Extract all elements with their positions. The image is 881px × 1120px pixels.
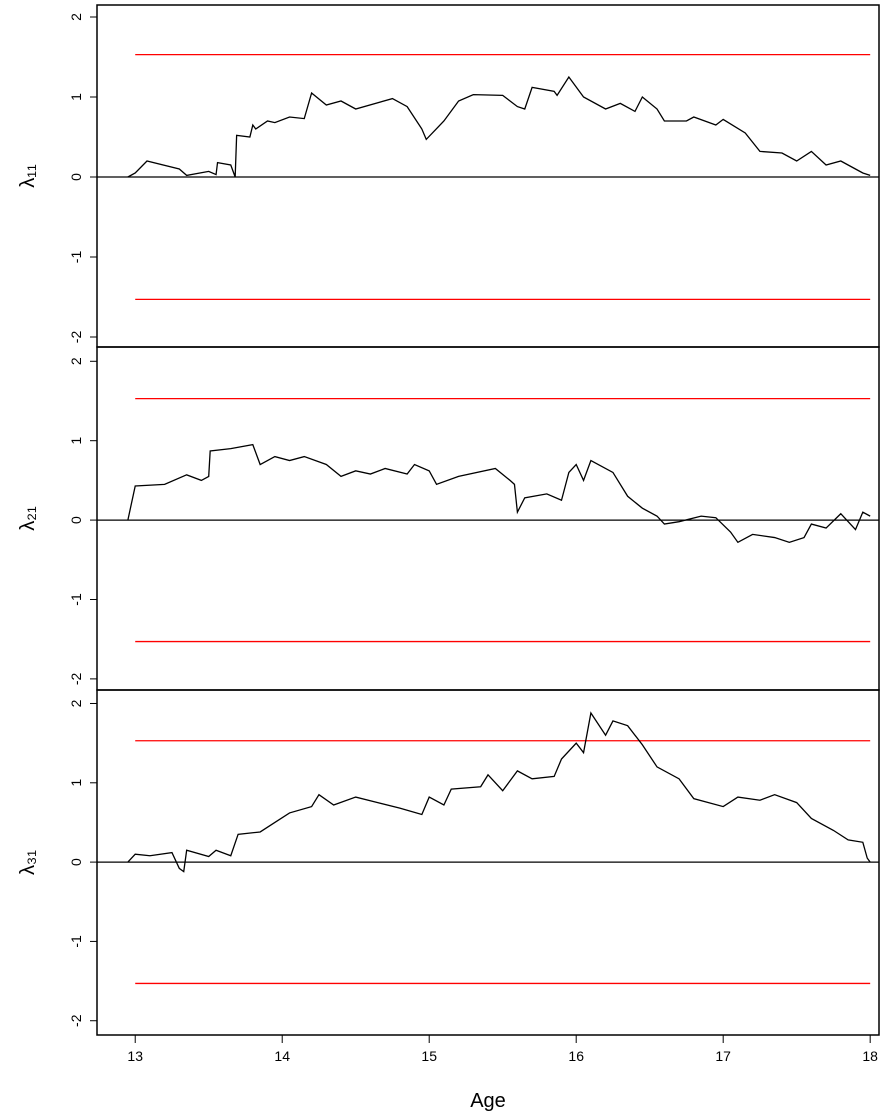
data-line [127, 75, 871, 178]
y-tick-label: 1 [68, 93, 84, 101]
panel-frame [96, 4, 880, 348]
y-tick-label: -2 [68, 1014, 84, 1027]
y-tick-label: 2 [68, 699, 84, 707]
x-tick-label: 13 [127, 1048, 143, 1064]
y-tick-label: 2 [68, 13, 84, 21]
y-tick-label: 0 [68, 516, 84, 524]
y-tick-label: 1 [68, 779, 84, 787]
y-tick-label: -1 [68, 935, 84, 948]
x-tick-label: 17 [715, 1048, 731, 1064]
y-tick-label: -1 [68, 251, 84, 264]
y-axis-label: λ₁₁ [17, 164, 39, 188]
y-tick-label: 0 [68, 858, 84, 866]
x-tick-label: 18 [862, 1048, 878, 1064]
y-axis-label: λ₃₁ [17, 850, 39, 875]
x-tick-label: 14 [274, 1048, 290, 1064]
y-tick-label: -2 [68, 331, 84, 344]
y-tick-label: -2 [68, 672, 84, 685]
data-line [127, 443, 871, 544]
y-tick-label: 0 [68, 173, 84, 181]
y-tick-label: -1 [68, 593, 84, 606]
x-axis-label: Age [470, 1090, 506, 1112]
y-axis-label: λ₂₁ [17, 506, 39, 531]
x-tick-label: 16 [568, 1048, 584, 1064]
y-tick-label: 2 [68, 357, 84, 365]
x-tick-label: 15 [421, 1048, 437, 1064]
data-line [127, 711, 871, 873]
y-tick-label: 1 [68, 437, 84, 445]
